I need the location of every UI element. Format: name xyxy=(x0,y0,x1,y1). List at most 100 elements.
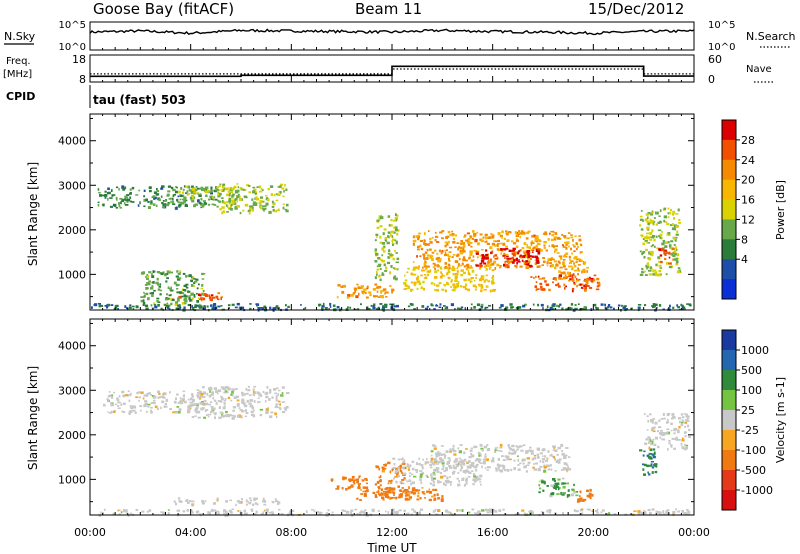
scatter-cell xyxy=(573,250,576,252)
scatter-cell xyxy=(259,408,264,411)
scatter-cell xyxy=(374,283,378,286)
scatter-cell xyxy=(208,394,212,398)
scatter-cell xyxy=(647,471,649,474)
nave-label: Nave xyxy=(746,64,772,75)
scatter-cell xyxy=(150,402,153,404)
scatter-cell xyxy=(562,262,566,266)
scatter-cell xyxy=(229,413,232,417)
scatter-cell xyxy=(675,436,678,440)
scatter-cell xyxy=(191,276,194,279)
scatter-cell xyxy=(665,432,669,435)
scatter-cell xyxy=(456,260,459,264)
scatter-cell xyxy=(109,205,113,208)
scatter-cell xyxy=(488,267,491,270)
scatter-cell xyxy=(434,235,439,238)
scatter-cell xyxy=(523,251,527,255)
scatter-cell xyxy=(177,299,180,302)
scatter-cell xyxy=(252,190,256,194)
scatter-cell xyxy=(200,392,204,396)
scatter-cell xyxy=(275,404,278,406)
scatter-cell xyxy=(555,264,559,267)
scatter-cell xyxy=(385,291,389,294)
scatter-cell xyxy=(561,450,564,453)
scatter-cell xyxy=(450,303,454,307)
y-tick-label: 2000 xyxy=(58,224,86,237)
scatter-cell xyxy=(525,237,529,240)
scatter-cell xyxy=(282,206,285,210)
scatter-cell xyxy=(437,259,441,263)
scatter-cell xyxy=(187,290,191,293)
scatter-cell xyxy=(513,259,516,262)
scatter-cell xyxy=(442,482,445,486)
scatter-cell xyxy=(467,243,471,246)
scatter-cell xyxy=(188,188,191,191)
scatter-cell xyxy=(377,510,380,512)
scatter-cell xyxy=(456,464,459,468)
scatter-cell xyxy=(433,458,437,461)
scatter-cell xyxy=(270,193,273,197)
scatter-cell xyxy=(535,240,539,243)
x-tick-label: 16:00 xyxy=(477,526,509,539)
scatter-cell xyxy=(580,243,583,247)
scatter-cell xyxy=(380,290,383,293)
scatter-cell xyxy=(566,482,570,485)
scatter-cell xyxy=(249,207,253,210)
scatter-cell xyxy=(646,226,650,230)
scatter-cell xyxy=(375,233,379,236)
scatter-cell xyxy=(506,455,510,458)
scatter-cell xyxy=(579,508,584,512)
scatter-cell xyxy=(244,404,248,408)
scatter-cell xyxy=(617,304,621,307)
scatter-cell xyxy=(223,187,226,191)
scatter-cell xyxy=(455,273,459,276)
scatter-cell xyxy=(654,273,658,277)
scatter-cell xyxy=(364,509,367,512)
scatter-cell xyxy=(107,187,110,190)
scatter-cell xyxy=(647,419,650,423)
scatter-cell xyxy=(543,465,547,469)
scatter-cell xyxy=(153,270,156,273)
scatter-cell xyxy=(651,508,655,511)
colorbar-tick-label: 16 xyxy=(741,194,755,207)
scatter-cell xyxy=(388,236,390,239)
scatter-cell xyxy=(267,198,270,201)
scatter-cell xyxy=(349,480,352,483)
scatter-cell xyxy=(441,273,443,276)
scatter-cell xyxy=(452,449,457,453)
scatter-cell xyxy=(120,403,123,406)
scatter-cell xyxy=(558,255,562,258)
scatter-cell xyxy=(133,405,137,409)
scatter-cell xyxy=(150,200,153,204)
scatter-cell xyxy=(393,511,396,514)
scatter-cell xyxy=(457,483,461,487)
scatter-cell xyxy=(569,265,573,268)
scatter-cell xyxy=(659,267,663,269)
scatter-cell xyxy=(460,246,463,249)
scatter-cell xyxy=(668,442,671,445)
scatter-cell xyxy=(167,190,171,193)
scatter-cell xyxy=(676,257,679,260)
scatter-cell xyxy=(137,204,140,207)
scatter-cell xyxy=(360,303,362,306)
scatter-cell xyxy=(452,254,456,256)
scatter-cell xyxy=(385,296,388,298)
scatter-cell xyxy=(130,406,133,410)
scatter-cell xyxy=(488,304,492,307)
scatter-cell xyxy=(202,386,205,389)
scatter-cell xyxy=(216,392,219,395)
scatter-cell xyxy=(123,202,126,205)
scatter-cell xyxy=(169,408,172,411)
scatter-cell xyxy=(565,246,568,250)
scatter-cell xyxy=(486,466,490,469)
scatter-cell xyxy=(484,467,487,469)
scatter-cell xyxy=(575,242,578,245)
scatter-cell xyxy=(556,459,561,462)
scatter-cell xyxy=(537,239,541,242)
scatter-cell xyxy=(160,272,164,276)
scatter-cell xyxy=(576,258,579,261)
scatter-cell xyxy=(176,291,180,294)
scatter-cell xyxy=(252,393,255,397)
scatter-cell xyxy=(113,410,116,413)
scatter-cell xyxy=(586,270,589,273)
scatter-cell xyxy=(366,287,369,290)
